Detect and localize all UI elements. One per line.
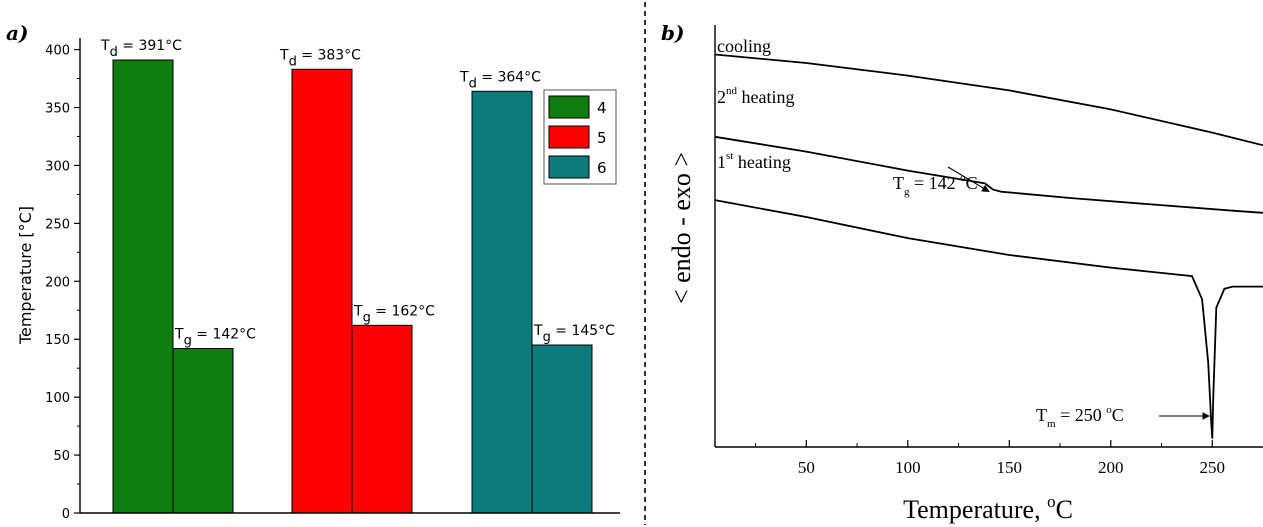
bar-data-label: Tg = 162°C [353,303,435,325]
b-x-tick-label: 100 [895,458,921,477]
b-y-axis-title: < endo - exo > [667,152,696,304]
a-y-tick-label: 50 [53,449,70,464]
bar-5-td [291,68,353,514]
bar-6-td [471,90,533,514]
bar-data-label: Tg = 142°C [174,326,256,348]
legend-label-6: 6 [597,159,607,177]
panel-b-label: b) [661,21,684,45]
bar-data-label: Tg = 145°C [533,323,615,345]
bar-4-td [112,59,174,514]
a-y-tick-label: 0 [62,507,70,522]
bar-5-tg [351,324,413,514]
a-y-tick-label: 350 [45,102,70,117]
a-legend: 4 5 6 [543,89,617,185]
a-y-axis-title: Temperature [°C] [16,206,35,345]
bar-data-label: Td = 364°C [459,69,541,91]
a-y-tick-label: 150 [45,333,70,348]
b-x-tick-label: 200 [1098,458,1124,477]
bar-data-label: Td = 391°C [100,38,182,60]
a-y-tick-label: 300 [45,159,70,174]
tg-arrow [947,166,990,193]
panel-a: a) 0 50 100 150 200 250 300 350 400 Temperature … [6,21,620,522]
curve-label-1: 2nd heating [717,85,794,107]
b-x-axis-title: Temperature, oC [903,492,1073,524]
dsc-curve-1 [714,135,1263,214]
legend-swatch-5 [548,125,590,149]
legend-swatch-6 [548,155,590,179]
bar-4-tg [172,347,234,514]
a-y-tick-label: 100 [45,391,70,406]
a-y-tick-label: 200 [45,275,70,290]
tm-annotation: Tm = 250 oC [1036,404,1124,430]
panel-a-label: a) [6,21,28,45]
bar-data-label: Td = 383°C [279,47,361,69]
curve-label-2: 1st heating [717,150,791,172]
a-y-tick-label: 250 [45,217,70,232]
curve-label-0: cooling [717,36,771,56]
legend-label-5: 5 [597,129,607,147]
panel-b: b) 50 100 150 200 250 cooling 2nd heating 1st … [661,21,1263,524]
legend-label-4: 4 [597,99,607,117]
legend-swatch-4 [548,95,590,119]
tg-annotation: Tg = 142 oC [893,172,978,198]
b-x-tick-label: 150 [997,458,1023,477]
b-x-tick-label: 50 [798,458,815,477]
dsc-curve-0 [714,53,1263,147]
bar-6-tg [531,344,593,514]
a-y-tick-label: 400 [45,44,70,59]
b-x-tick-label: 250 [1200,458,1226,477]
dsc-curve-2 [714,199,1263,439]
